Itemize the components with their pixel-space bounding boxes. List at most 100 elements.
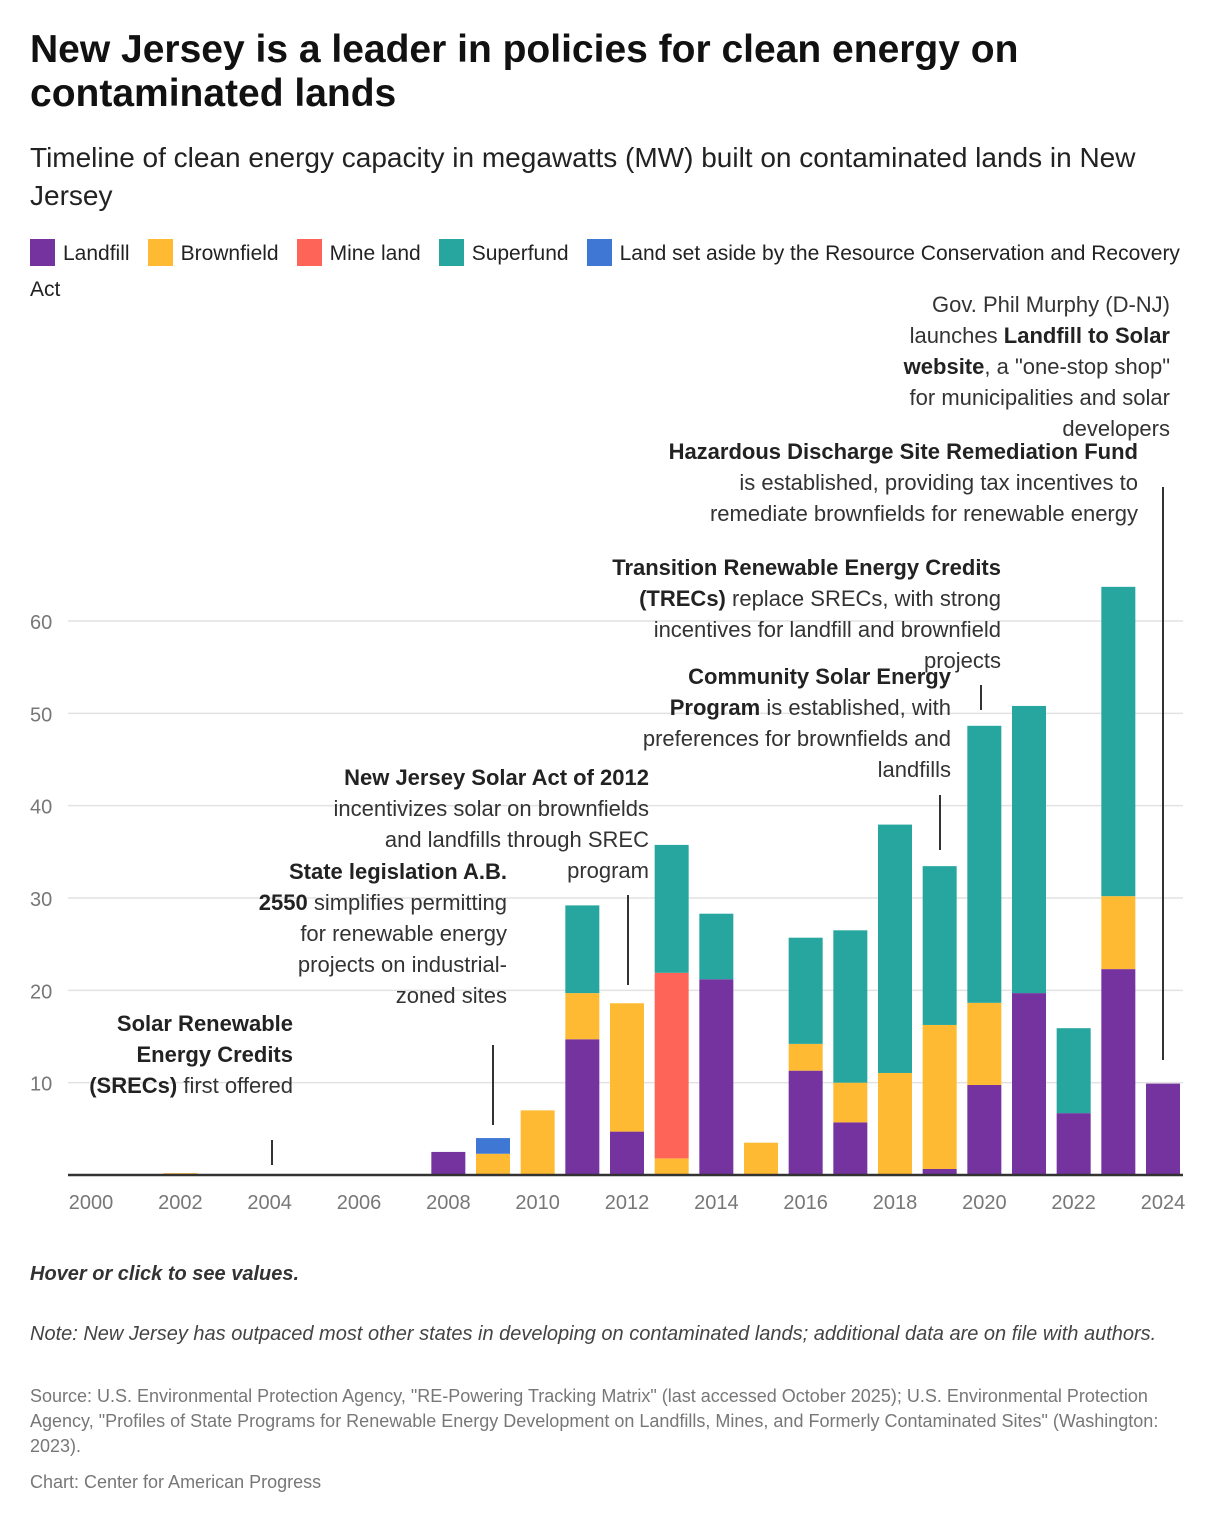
annotation-text: replace SRECs, with strong incentives fo… [653, 586, 1001, 673]
legend-swatch [586, 239, 612, 266]
legend-label: Land set aside by the Resource Conservat… [30, 242, 1180, 301]
bar-segment-brownfield[interactable] [476, 1153, 510, 1175]
bar-chart: 10 20 30 40 50 60 2000 2002 2004 2006 2008 2010 2012… [30, 487, 1186, 1214]
annotation-text: New Jersey Solar Act of 2012 [344, 765, 649, 790]
x-tick-label: 2016 [783, 1192, 828, 1214]
legend-label: Mine land [329, 242, 421, 265]
bar-segment-brownfield[interactable] [788, 1043, 823, 1071]
x-tick-label: 2012 [605, 1192, 650, 1214]
bar-segment-landfill[interactable] [1146, 1083, 1180, 1175]
annotation-text: Hazardous Discharge Site Remediation Fun… [668, 439, 1138, 464]
legend-swatch [147, 239, 173, 266]
bar-segment-superfund[interactable] [699, 913, 734, 980]
x-tick-label: 2008 [426, 1192, 471, 1214]
annotation-2012: New Jersey Solar Act of 2012 incentivize… [299, 762, 650, 886]
x-tick-label: 2006 [337, 1192, 382, 1214]
bar-segment-landfill[interactable] [833, 1122, 868, 1175]
bar-segment-superfund[interactable] [922, 866, 957, 1025]
legend-swatch [30, 239, 55, 266]
x-tick-label: 2022 [1051, 1192, 1096, 1214]
bar-segment-landfill[interactable] [699, 979, 734, 1175]
x-tick-label: 2000 [69, 1192, 114, 1214]
legend-label: Superfund [471, 242, 569, 265]
bar-segment-mine[interactable] [654, 972, 689, 1159]
annotation-2004: Solar Renewable Energy Credits (SRECs) f… [88, 1008, 293, 1101]
bar-segment-superfund[interactable] [1012, 705, 1046, 994]
bar-segment-landfill[interactable] [922, 1168, 957, 1175]
credit: Chart: Center for American Progress [30, 1472, 322, 1492]
y-tick-label: 20 [30, 981, 52, 1003]
chart-subtitle: Timeline of clean energy capacity in meg… [30, 142, 1136, 211]
annotation-text: Landfill to Solar website [903, 323, 1170, 379]
annotation-2024: Gov. Phil Murphy (D-NJ) launches Landfil… [885, 289, 1170, 444]
bar-segment-brownfield[interactable] [520, 1110, 555, 1175]
x-tick-label: 2002 [158, 1192, 203, 1214]
y-tick-label: 50 [30, 704, 52, 726]
bar-segment-landfill[interactable] [1056, 1113, 1091, 1175]
y-tick-label: 30 [30, 889, 52, 911]
legend-label: Brownfield [180, 242, 279, 265]
bar-segment-landfill[interactable] [431, 1151, 466, 1175]
bar-segment-landfill[interactable] [967, 1084, 1002, 1175]
hover-hint: Hover or click to see values. [30, 1263, 300, 1285]
annotation-2009: State legislation A.B. 2550 simplifies p… [252, 856, 507, 1011]
bar-segment-brownfield[interactable] [833, 1082, 868, 1123]
bar-segment-brownfield[interactable] [1101, 896, 1136, 970]
x-tick-label: 2004 [247, 1192, 292, 1214]
x-tick-label: 2020 [962, 1192, 1007, 1214]
bar-segment-landfill[interactable] [565, 1039, 600, 1175]
legend-item[interactable]: Mine land [296, 236, 421, 272]
bar-segment-superfund[interactable] [833, 930, 868, 1083]
bar-segment-brownfield[interactable] [610, 1003, 644, 1132]
bar-segment-landfill[interactable] [788, 1070, 823, 1175]
legend-label: Landfill [63, 242, 130, 265]
bar-segment-superfund[interactable] [1101, 586, 1136, 897]
bar-segment-landfill[interactable] [1101, 969, 1136, 1175]
bar-segment-brownfield[interactable] [744, 1142, 778, 1175]
bar-segment-superfund[interactable] [654, 844, 689, 973]
y-tick-label: 60 [30, 612, 52, 634]
annotation-2020: Transition Renewable Energy Credits (TRE… [571, 552, 1001, 676]
legend-item[interactable]: Landfill [30, 236, 130, 272]
bar-segment-brownfield[interactable] [967, 1002, 1002, 1085]
x-tick-label: 2018 [873, 1192, 918, 1214]
bar-segment-landfill[interactable] [610, 1131, 644, 1175]
bar-segment-land[interactable] [476, 1138, 510, 1154]
bar-segment-superfund[interactable] [878, 824, 912, 1073]
chart-title: New Jersey is a leader in policies for c… [30, 28, 1019, 115]
bar-segment-brownfield[interactable] [654, 1158, 689, 1175]
legend-swatch [296, 239, 322, 266]
annotation-2023: Hazardous Discharge Site Remediation Fun… [668, 436, 1138, 529]
annotation-text: , a "one-stop shop" for municipalities a… [909, 354, 1170, 441]
annotation-text: incentivizes solar on brownfields and la… [333, 796, 650, 883]
annotation-text: State legislation A.B. 2550 [258, 859, 507, 915]
y-tick-label: 10 [30, 1074, 52, 1096]
x-tick-label: 2024 [1141, 1192, 1186, 1214]
bar-segment-superfund[interactable] [1056, 1028, 1091, 1114]
annotation-text: first offered [177, 1073, 293, 1098]
legend: Landfill Brownfield Mine land Superfund Land… [30, 236, 1200, 308]
y-tick-label: 40 [30, 797, 52, 819]
annotation-text: is established, providing tax incentives… [709, 470, 1138, 526]
legend-item[interactable]: Superfund [438, 236, 569, 272]
x-tick-label: 2010 [515, 1192, 560, 1214]
annotation-text: Gov. Phil Murphy (D-NJ) launches [909, 292, 1170, 348]
bar-segment-brownfield[interactable] [878, 1072, 912, 1175]
legend-item[interactable]: Brownfield [147, 236, 279, 272]
bar-segment-landfill[interactable] [1012, 993, 1046, 1175]
source: Source: U.S. Environmental Protection Ag… [30, 1386, 1159, 1456]
annotation-text: Transition Renewable Energy Credits (TRE… [612, 555, 1001, 611]
bar-segment-superfund[interactable] [967, 725, 1002, 1003]
annotation-text: Solar Renewable Energy Credits (SRECs) [89, 1011, 293, 1098]
legend-swatch [438, 239, 464, 266]
x-tick-label: 2014 [694, 1192, 739, 1214]
legend-item[interactable]: Land set aside by the Resource Conservat… [30, 239, 1180, 301]
annotation-2019: Community Solar Energy Program is establ… [601, 661, 951, 785]
bar-segment-brownfield[interactable] [565, 993, 600, 1040]
bar-segment-superfund[interactable] [788, 937, 823, 1044]
bar-segment-brownfield[interactable] [922, 1024, 957, 1169]
annotation-text: simplifies permitting for renewable ener… [297, 890, 507, 1008]
bar-segment-superfund[interactable] [565, 905, 600, 994]
note: Note: New Jersey has outpaced most other… [30, 1323, 1157, 1345]
